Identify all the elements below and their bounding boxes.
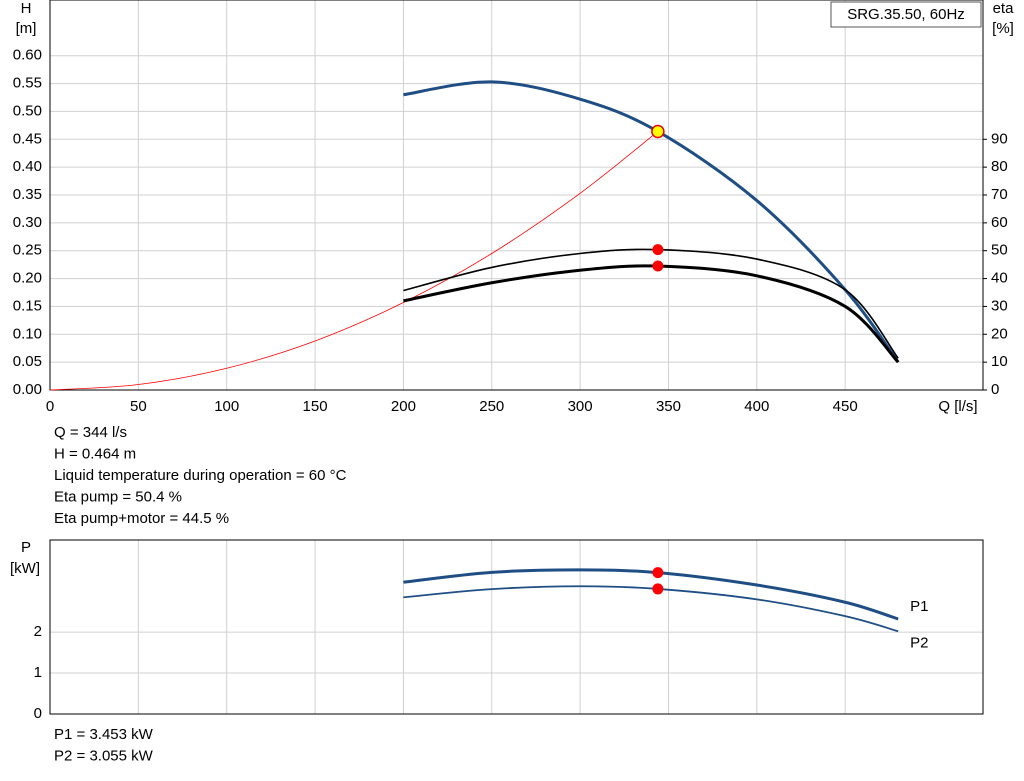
y-axis-label: H [21,0,32,17]
y2-axis-unit: [%] [992,20,1014,37]
y-tick-label: 0.20 [13,270,42,287]
info-line: P1 = 3.453 kW [54,726,154,743]
y2-tick-label: 80 [991,158,1008,175]
y2-tick-label: 10 [991,353,1008,370]
x-axis-label: Q [l/s] [938,398,977,415]
x-tick-label: 50 [130,398,147,415]
y2-tick-label: 30 [991,297,1008,314]
y-tick-label: 0.60 [13,47,42,64]
x-tick-label: 450 [833,398,858,415]
y-tick-label: 0.15 [13,297,42,314]
info-line: P2 = 3.055 kW [54,747,154,764]
title-box [830,1,982,28]
info-line: Liquid temperature during operation = 60… [54,467,347,484]
operating-point [652,583,664,595]
curve [403,80,900,364]
x-tick-label: 400 [744,398,769,415]
x-tick-label: 200 [391,398,416,415]
x-tick-label: 150 [303,398,328,415]
y-tick-label: 0.05 [13,353,42,370]
y-tick-label: 0 [34,705,42,722]
y2-tick-label: 90 [991,130,1008,147]
x-tick-label: 300 [568,398,593,415]
y-axis-label: P [21,539,31,556]
x-tick-label: 350 [656,398,681,415]
info-line: Q = 344 l/s [54,424,127,441]
chart-title: SRG.35.50, 60Hz [847,6,965,23]
y2-axis-label: eta [993,0,1015,17]
y-tick-label: 0.50 [13,102,42,119]
operating-point [652,260,664,272]
plot-frame [49,539,984,715]
y-tick-label: 0.55 [13,75,42,92]
curve [49,131,659,391]
y2-tick-label: 20 [991,325,1008,342]
y-tick-label: 2 [34,623,42,640]
y-tick-label: 0.40 [13,158,42,175]
curve [403,264,900,364]
y2-tick-label: 50 [991,242,1008,259]
operating-point [651,124,665,139]
y-tick-label: 1 [34,664,42,681]
y2-tick-label: 0 [991,381,999,398]
operating-point [652,567,664,579]
x-tick-label: 250 [479,398,504,415]
y2-tick-label: 60 [991,214,1008,231]
plot-frame [49,0,984,391]
curve-label: P1 [910,598,928,615]
info-line: Eta pump+motor = 44.5 % [54,510,229,527]
y2-tick-label: 70 [991,186,1008,203]
y-tick-label: 0.30 [13,214,42,231]
y-axis-unit: [kW] [10,560,40,577]
curve [403,585,899,633]
info-line: H = 0.464 m [54,445,136,462]
x-tick-label: 0 [46,398,54,415]
y-tick-label: 0.25 [13,242,42,259]
curve-label: P2 [910,634,928,651]
y2-tick-label: 40 [991,270,1008,287]
y-tick-label: 0.45 [13,130,42,147]
y-axis-unit: [m] [16,20,37,37]
plot: 0 50 100 150 200 250 300 350 400 4500.000.050.100… [13,0,1008,527]
y-tick-label: 0.00 [13,381,42,398]
y-tick-label: 0.10 [13,325,42,342]
operating-point [652,244,664,256]
info-line: Eta pump = 50.4 % [54,488,182,505]
plot: 0 1 2 P1 P2 P1 = 3.453 kW P2 = 3.055 kW [34,539,984,764]
x-tick-label: 100 [214,398,239,415]
y-tick-label: 0.35 [13,186,42,203]
